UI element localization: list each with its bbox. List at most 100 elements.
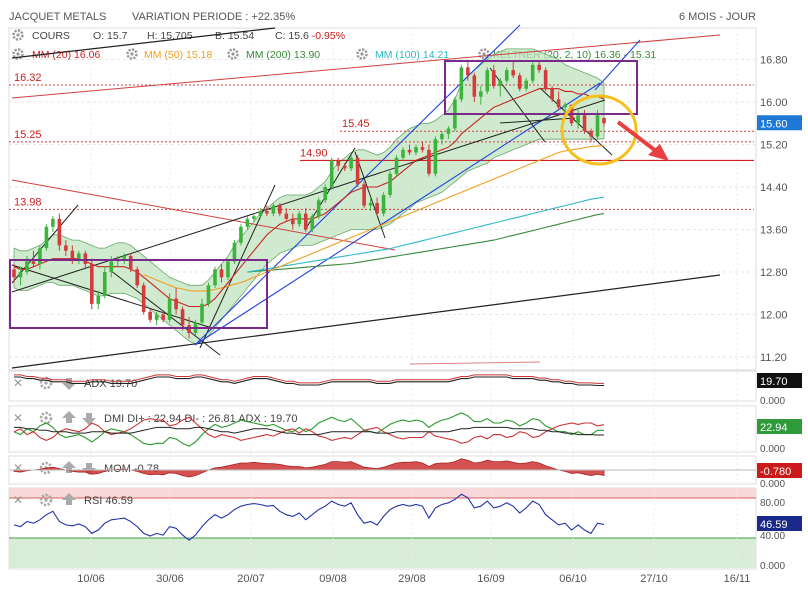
rsi-tick-label: 40.00 [760,531,785,542]
candle-body [128,256,133,270]
trend-line [11,274,721,369]
candle-body [440,133,444,140]
dmi-axis-label: 0.000 [760,444,785,455]
candle-body [12,269,16,278]
gear-icon[interactable] [12,48,24,60]
rsi-tick-label: 0.000 [760,561,785,572]
candle-body [355,157,360,185]
arrow-down-icon[interactable] [82,463,96,475]
period-selector[interactable]: 6 MOIS - JOUR [679,11,756,23]
candle-body [511,70,516,76]
adx-signal-line [14,374,604,384]
candle-body [38,248,42,265]
date-tick-label: 20/07 [237,573,265,585]
candle-body [530,64,535,81]
candle-body [57,218,62,246]
mm200-line [247,213,605,273]
candle-body [167,298,172,320]
close-icon[interactable]: ✕ [13,376,23,390]
candle-body [180,309,185,326]
gear-icon[interactable] [39,493,53,507]
mm100-legend: MM (100) 14.21 [375,49,449,61]
trend-line [489,67,546,143]
di-minus-line [13,416,605,444]
candle-body [290,218,295,225]
price-tick-label: 11.20 [760,352,787,364]
gear-icon[interactable] [12,29,24,41]
candle-body [362,184,366,206]
candle-body [485,70,490,92]
arrow-down-icon[interactable] [82,413,96,425]
candle-body [556,99,561,108]
arrow-up-icon[interactable] [62,493,76,505]
down-arrow-head [648,144,669,161]
moving-averages-layer [13,88,605,308]
date-tick-label: 16/09 [477,573,505,585]
price-tick-label: 14.40 [760,182,788,194]
candle-body [491,70,496,87]
gear-icon[interactable] [478,48,490,60]
candle-body [589,131,593,137]
candle-body [375,202,379,214]
gear-icon[interactable] [126,48,138,60]
candle-body [504,70,509,81]
highlight-circle [560,94,638,166]
price-tick-label: 16.00 [760,97,788,109]
candle-body [433,139,438,174]
candle-body [148,311,152,320]
candle-body [135,269,139,286]
close-icon[interactable]: ✕ [13,411,23,425]
candle-body [25,261,29,272]
candle-body [563,104,567,108]
date-tick-label: 10/06 [77,573,105,585]
range-box [444,60,638,115]
annotations-layer [9,60,669,329]
trend-line [11,179,396,251]
candle-body [258,210,263,217]
date-tick-label: 29/08 [398,573,426,585]
gear-icon[interactable] [356,48,368,60]
date-tick-label: 06/10 [559,573,587,585]
candle-body [479,91,483,97]
candle-body [284,213,289,219]
candle-body [459,67,464,100]
candle-body [466,67,470,76]
rsi-oversold-zone [9,538,756,568]
candle-body [206,285,211,304]
rsi-panel-header: ✕ RSI 46.59 [13,493,133,507]
candle-body [161,314,165,320]
candle-body [576,115,580,124]
candle-body [64,245,68,251]
adx-axis-label: 0.000 [760,396,785,407]
rsi-label: RSI 46.59 [84,495,133,507]
dmi-label: DMI DI+ : 22.94 DI- : 26.81 ADX : 19.70 [104,413,298,425]
trend-line [11,34,721,99]
candle-body [90,264,94,304]
candle-body [96,295,101,304]
rsi-badge-text: 46.59 [760,519,788,531]
adx-line [14,376,604,387]
arrow-up-icon[interactable] [62,411,76,423]
mm50-legend: MM (50) 15.18 [144,49,212,61]
candle-body [472,75,477,97]
arrow-up-icon[interactable] [62,461,76,473]
variation-text: VARIATION PERIODE : +22.35% [132,11,295,23]
close-icon[interactable]: ✕ [13,493,23,507]
candle-body [102,272,107,296]
candle-body [83,253,88,265]
adx-badge [757,373,802,388]
trend-line [11,27,276,59]
candle-body [310,216,315,230]
candle-body [342,165,347,169]
mom-axis-label: 0.000 [760,479,785,490]
arrow-down-icon[interactable] [62,378,76,390]
candle-body [394,157,399,174]
candle-body [271,205,276,214]
candle-body [524,80,528,89]
rsi-badge [757,516,802,531]
gear-icon[interactable] [227,48,239,60]
candle-body [368,202,373,206]
close-icon[interactable]: ✕ [13,461,23,475]
candle-body [388,173,392,195]
candle-body [349,157,353,169]
